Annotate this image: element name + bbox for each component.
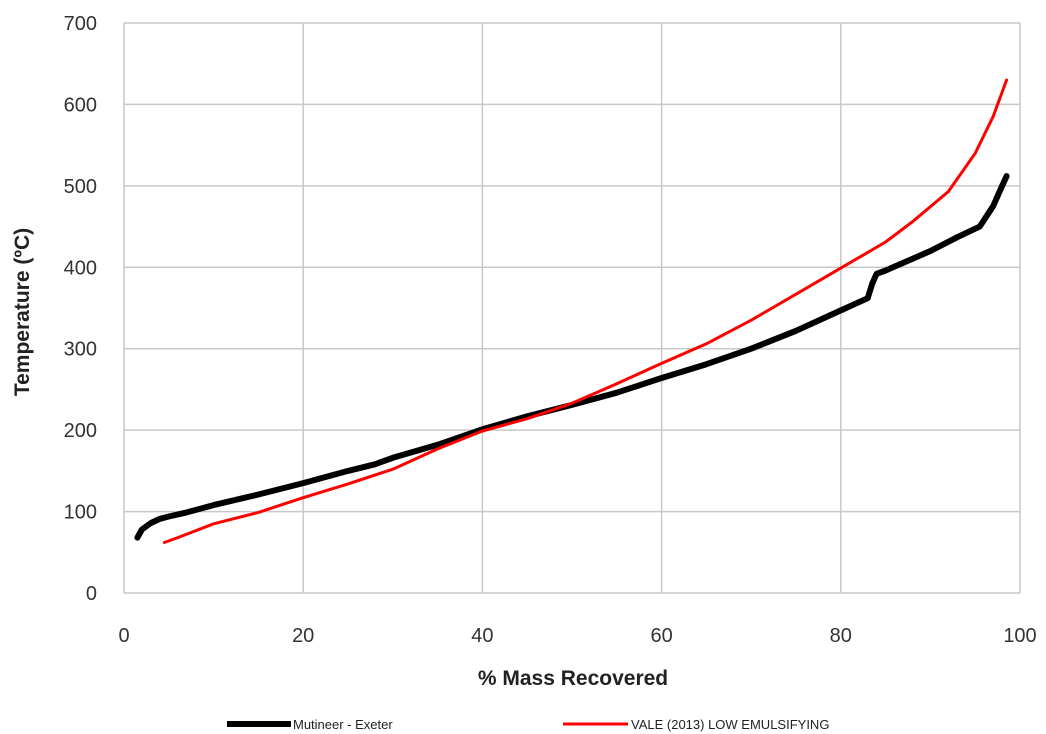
gridlines [123,22,1021,594]
y-tick-label: 300 [64,339,97,361]
y-tick-label: 700 [64,13,97,35]
legend-label: Mutineer - Exeter [293,717,393,732]
x-axis-title: % Mass Recovered [478,667,668,690]
legend-label: VALE (2013) LOW EMULSIFYING [631,717,829,732]
x-tick-label: 20 [292,625,314,647]
y-tick-label: 100 [64,502,97,524]
y-tick-labels: 0 100 200 300 400 500 600 700 [64,13,97,605]
y-tick-label: 200 [64,420,97,442]
x-tick-label: 40 [471,625,493,647]
y-tick-label: 600 [64,94,97,116]
series-lines [134,78,1010,544]
x-tick-label: 80 [830,625,852,647]
y-tick-label: 0 [86,583,97,605]
y-tick-label: 400 [64,257,97,279]
x-tick-labels: 0 20 40 60 80 100 [118,625,1036,647]
x-tick-label: 0 [118,625,129,647]
y-axis-title: Temperature (ºC) [11,228,34,396]
x-tick-label: 60 [650,625,672,647]
series-line-vale-2013-low-emulsifying [162,78,1009,544]
series-line-mutineer-exeter [134,173,1010,541]
x-tick-label: 100 [1003,625,1036,647]
legend: Mutineer - Exeter VALE (2013) LOW EMULSIF… [227,717,829,732]
y-tick-label: 500 [64,176,97,198]
